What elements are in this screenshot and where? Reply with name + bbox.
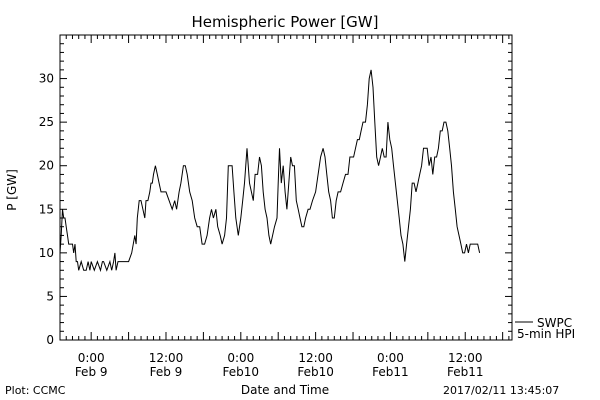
x-tick-date-label: Feb 9 [75, 365, 108, 379]
plot-frame [59, 34, 513, 341]
x-axis-label: Date and Time [241, 383, 329, 397]
legend-label-swpc: SWPC [537, 316, 572, 330]
timestamp: 2017/02/11 13:45:07 [443, 384, 559, 397]
y-tick-label: 15 [39, 202, 54, 216]
series-line-hpi [59, 69, 481, 273]
x-tick-time-label: 0:00 [78, 351, 105, 365]
x-tick-date-label: Feb10 [297, 365, 334, 379]
x-tick-date-label: Feb11 [447, 365, 484, 379]
x-tick-time-label: 12:00 [448, 351, 483, 365]
y-tick-label: 5 [46, 289, 54, 303]
x-tick-date-label: Feb 9 [150, 365, 183, 379]
x-tick-time-label: 0:00 [227, 351, 254, 365]
y-tick-label: 30 [39, 72, 54, 86]
y-tick-label: 20 [39, 159, 54, 173]
y-tick-label: 25 [39, 115, 54, 129]
x-tick-date-label: Feb10 [223, 365, 260, 379]
legend-label-hpi: 5-min HPI [517, 327, 575, 341]
y-axis: 0 5 10 15 20 25 30 [39, 34, 512, 347]
y-axis-label: P [GW] [5, 169, 19, 211]
x-tick-time-label: 12:00 [149, 351, 184, 365]
legend: SWPC 5-min HPI [515, 316, 575, 341]
x-tick-time-label: 0:00 [377, 351, 404, 365]
y-tick-label: 0 [46, 333, 54, 347]
plot-credit: Plot: CCMC [5, 384, 66, 397]
x-tick-date-label: Feb11 [372, 365, 409, 379]
chart-title: Hemispheric Power [GW] [192, 13, 379, 31]
x-tick-time-label: 12:00 [298, 351, 333, 365]
y-tick-label: 10 [39, 246, 54, 260]
